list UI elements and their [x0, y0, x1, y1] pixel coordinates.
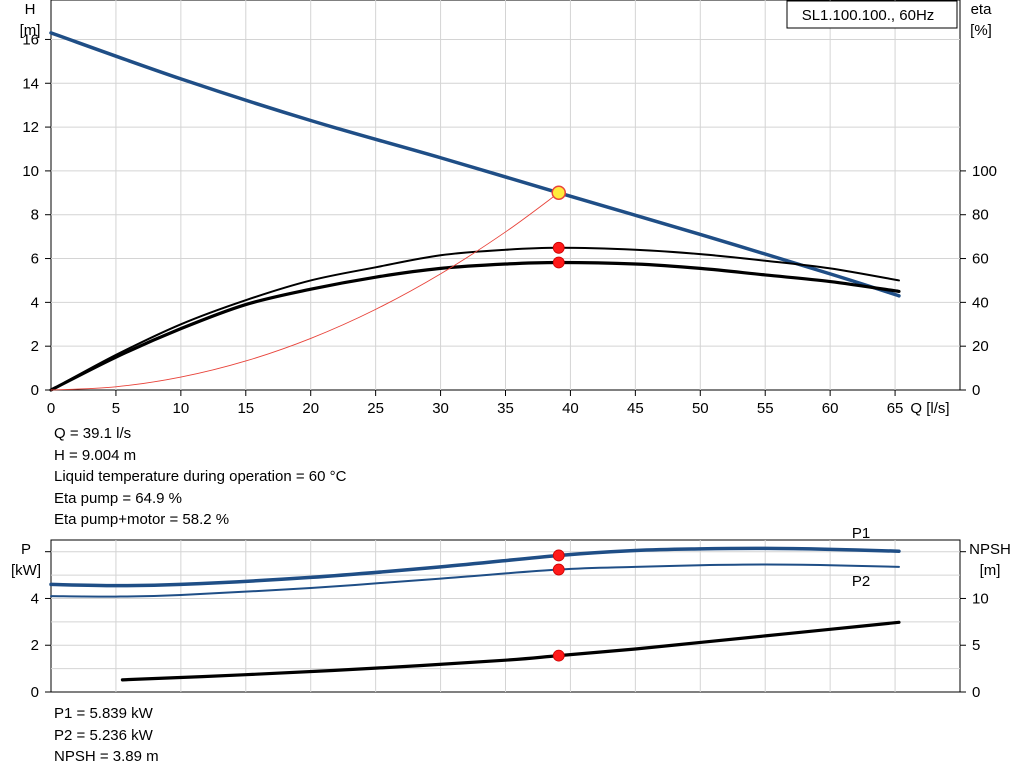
operating-point-info: Q = 39.1 l/s H = 9.004 m Liquid temperat…	[54, 423, 346, 531]
y-left-tick-label: 12	[22, 119, 39, 136]
operating-point-marker	[552, 256, 565, 269]
x-tick-label: 65	[887, 400, 904, 417]
info-eta-pump-motor: Eta pump+motor = 58.2 %	[54, 511, 230, 528]
info-p2: P2 = 5.236 kW	[54, 726, 153, 744]
info-npsh: NPSH = 3.89 m	[54, 748, 159, 765]
series-line-system	[50, 192, 560, 391]
y-left-tick-label: 10	[22, 163, 39, 180]
series-line-eta_pump	[50, 246, 900, 391]
series-line-P2	[50, 563, 900, 598]
info-eta-pump: Eta pump = 64.9 %	[54, 489, 182, 507]
x-tick-label: 25	[367, 400, 384, 417]
info-p1: P1 = 5.839 kW	[54, 705, 153, 722]
series-label-P2: P2	[852, 573, 870, 590]
y-right-axis-title: [%]	[970, 22, 992, 39]
series-line-NPSH	[120, 620, 901, 682]
x-tick-label: 10	[173, 400, 190, 417]
y-left-tick-label: 8	[31, 207, 39, 224]
y-right-tick-label: 10	[972, 590, 989, 607]
series-label-P1: P1	[852, 525, 870, 542]
y-left-axis-title: H	[25, 1, 36, 18]
y-right-tick-label: 60	[972, 251, 989, 268]
y-right-tick-label: 0	[972, 684, 980, 701]
x-tick-label: 55	[757, 400, 774, 417]
y-left-tick-label: 0	[31, 382, 39, 399]
info-flow: Q = 39.1 l/s	[54, 425, 132, 442]
y-right-tick-label: 40	[972, 294, 989, 311]
x-tick-label: 35	[497, 400, 514, 417]
y-left-tick-label: 6	[31, 251, 39, 268]
operating-point-marker	[552, 563, 565, 576]
info-liquid-temperature: Liquid temperature during operation = 60…	[54, 468, 347, 485]
chart-power_npsh	[45, 539, 966, 693]
operating-point-marker	[552, 649, 565, 662]
y-left-tick-label: 16	[22, 31, 39, 48]
x-tick-label: 40	[562, 400, 579, 417]
y-left-tick-label: 4	[31, 590, 39, 607]
y-left-tick-label: 0	[31, 684, 39, 701]
y-right-tick-label: 80	[972, 207, 989, 224]
y-right-tick-label: 0	[972, 382, 980, 399]
info-head: H = 9.004 m	[54, 446, 137, 464]
chart-performance	[45, 0, 966, 396]
title-box	[786, 0, 958, 29]
x-tick-label: 5	[112, 400, 120, 417]
series-line-eta_pump_motor	[49, 260, 901, 392]
x-tick-label: 30	[432, 400, 449, 417]
y-right-axis-title: [m]	[980, 562, 1001, 579]
y-right-tick-label: 5	[972, 637, 980, 654]
y-left-tick-label: 14	[22, 75, 39, 92]
chart-title: SL1.100.100., 60Hz	[802, 7, 935, 24]
y-left-axis-title: P	[21, 541, 31, 558]
y-left-axis-title: [m]	[20, 22, 41, 39]
x-tick-label: 60	[822, 400, 839, 417]
y-left-tick-label: 4	[31, 294, 39, 311]
y-right-axis-title: eta	[971, 1, 993, 18]
x-tick-label: 45	[627, 400, 644, 417]
power-info: P1 = 5.839 kW P2 = 5.236 kW NPSH = 3.89 …	[54, 703, 159, 768]
x-axis-title: Q [l/s]	[910, 400, 949, 417]
operating-point-marker	[551, 185, 566, 200]
series-line-P1	[49, 546, 901, 588]
x-tick-label: 20	[302, 400, 319, 417]
y-left-tick-label: 2	[31, 338, 39, 355]
y-left-axis-title: [kW]	[11, 562, 41, 579]
operating-point-marker	[552, 549, 565, 562]
x-tick-label: 0	[47, 400, 55, 417]
y-right-tick-label: 20	[972, 338, 989, 355]
x-tick-label: 15	[237, 400, 254, 417]
x-tick-label: 50	[692, 400, 709, 417]
y-right-tick-label: 100	[972, 163, 997, 180]
operating-point-marker	[552, 241, 565, 254]
y-right-axis-title: NPSH	[969, 541, 1011, 558]
series-line-H	[49, 31, 901, 298]
y-left-tick-label: 2	[31, 637, 39, 654]
